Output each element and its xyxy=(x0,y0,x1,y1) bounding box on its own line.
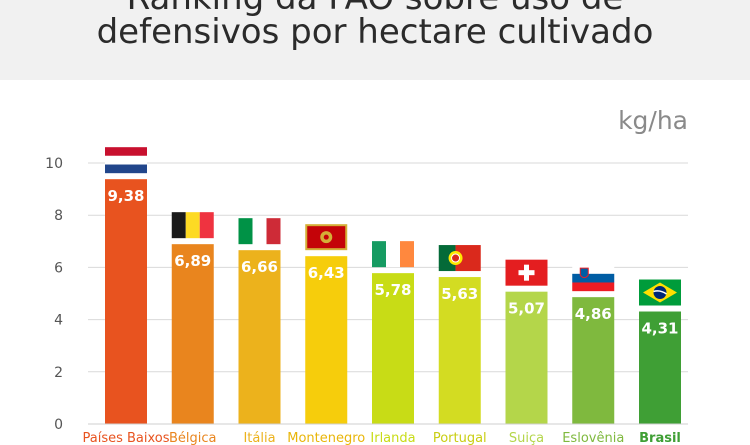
category-label: Itália xyxy=(243,431,275,445)
montenegro-flag xyxy=(305,224,348,251)
category-label: Montenegro xyxy=(287,431,365,445)
bar-value-label: 4,86 xyxy=(575,305,612,323)
ireland-flag xyxy=(372,241,414,268)
chart-title-line-1: Ranking da FAO sobre uso de xyxy=(0,0,750,18)
category-label: Irlanda xyxy=(370,431,415,445)
italy-flag xyxy=(238,218,281,245)
category-label: Suiça xyxy=(509,431,544,445)
portugal-flag xyxy=(438,245,481,272)
y-tick-label: 8 xyxy=(54,208,63,224)
unit-label: kg/ha xyxy=(618,106,688,135)
bar-value-label: 6,43 xyxy=(308,264,345,282)
y-tick-label: 0 xyxy=(54,417,63,433)
switzerland-flag xyxy=(505,259,548,286)
belgium-flag xyxy=(171,212,214,239)
title-banner: Ranking da FAO sobre uso de defensivos p… xyxy=(0,0,750,80)
category-label: Brasil xyxy=(639,431,681,445)
bar xyxy=(505,291,548,424)
bar xyxy=(639,311,681,424)
bar xyxy=(372,273,414,424)
bar-value-label: 5,63 xyxy=(441,285,478,303)
bar-value-label: 6,89 xyxy=(174,252,211,270)
slovenia-flag xyxy=(572,265,615,292)
y-tick-label: 4 xyxy=(54,313,63,329)
category-label: Países Baixos xyxy=(82,431,169,445)
y-tick-label: 10 xyxy=(45,156,63,172)
bar xyxy=(305,256,348,424)
bar xyxy=(238,250,281,424)
bar xyxy=(171,244,214,424)
bar xyxy=(438,277,481,424)
chart-title-line-2: defensivos por hectare cultivado xyxy=(96,12,654,52)
y-tick-label: 2 xyxy=(54,365,63,381)
bar xyxy=(572,297,615,424)
brazil-flag xyxy=(639,279,681,306)
bar-value-label: 6,66 xyxy=(241,258,278,276)
category-label: Portugal xyxy=(433,431,487,445)
bar xyxy=(105,179,147,424)
bar-value-label: 5,78 xyxy=(374,281,411,299)
bar-value-label: 9,38 xyxy=(107,187,144,205)
bar-value-label: 4,31 xyxy=(641,320,678,338)
category-label: Eslovênia xyxy=(562,431,624,445)
category-label: Bélgica xyxy=(169,431,217,445)
netherlands-flag xyxy=(105,147,147,174)
bar-value-label: 5,07 xyxy=(508,300,545,318)
y-tick-label: 6 xyxy=(54,260,63,276)
